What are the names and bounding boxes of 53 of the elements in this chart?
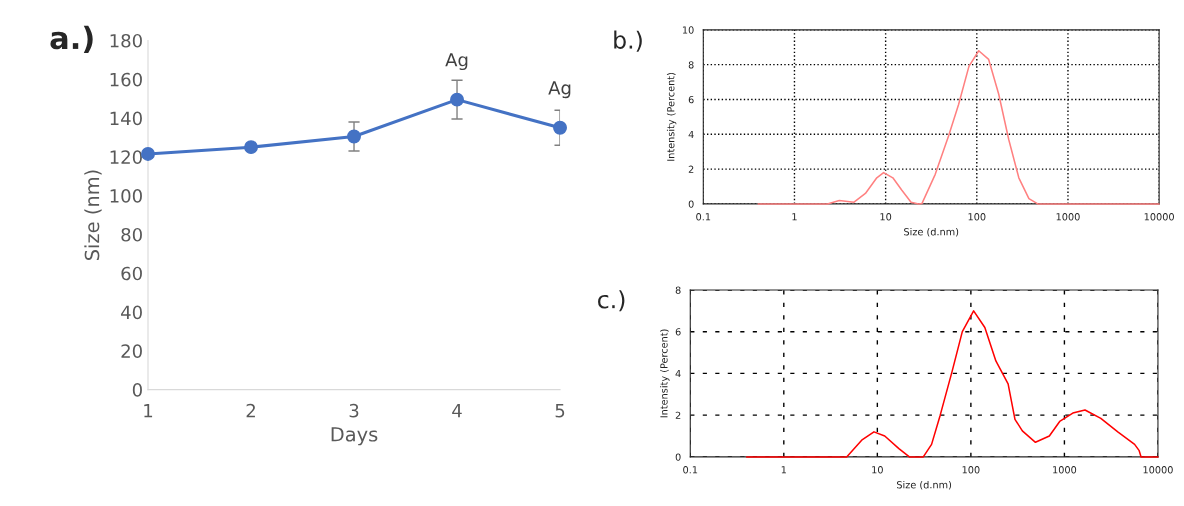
x-tick-label: 4 [452,404,462,418]
chart-title: c.) [598,290,625,312]
y-axis-title: Intensity (Percent) [666,72,677,161]
point [141,147,155,161]
annotation: Ag [445,53,468,71]
y-tick-label: 80 [121,227,142,242]
x-tick-label: 10000 [1143,466,1173,474]
y-tick-label: 20 [121,344,142,358]
y-tick-label: 6 [675,328,681,336]
y-axis-title: Size (nm) [84,170,102,261]
x-tick-label: 10 [880,213,892,221]
y-tick-label: 0 [132,383,142,397]
x-axis-title: Size (d.nm) [904,227,959,237]
annotation: Ag [548,81,571,99]
x-tick-label: 1 [792,213,797,221]
y-tick-label: 0 [688,200,694,208]
y-tick-label: 6 [688,95,694,104]
y-tick-label: 60 [121,266,142,281]
y-tick-label: 8 [675,286,681,294]
x-tick-label: 0.1 [696,213,711,221]
y-tick-label: 4 [675,370,681,378]
point [244,140,258,155]
y-tick-label: 8 [688,61,694,69]
y-axis-title: Intensity (Percent) [660,329,670,418]
x-tick-label: 3 [349,403,359,418]
x-tick-label: 100 [968,213,986,221]
x-tick-label: 5 [555,404,565,418]
x-tick-label: 2 [246,403,255,418]
x-tick-label: 10000 [1144,213,1174,221]
x-tick-label: 100 [962,466,980,474]
point [450,92,464,107]
y-tick-label: 4 [688,130,694,138]
x-tick-label: 1000 [1056,213,1080,221]
chart-title: a.) [50,25,93,53]
point [553,120,567,135]
y-tick-label: 140 [110,111,142,126]
y-tick-label: 180 [110,33,142,48]
y-tick-label: 2 [688,165,694,173]
y-tick-label: 100 [110,189,142,203]
x-tick-label: 0.1 [683,466,698,474]
point [347,129,361,144]
x-tick-label: 1000 [1053,466,1077,474]
y-tick-label: 120 [110,150,142,164]
x-tick-label: 10 [872,466,883,474]
x-tick-label: 1 [144,404,153,418]
x-tick-label: 1 [781,466,786,474]
x-axis-title: Size (d.nm) [896,480,952,490]
y-tick-label: 0 [675,453,681,461]
chart-title: b.) [614,30,642,52]
y-tick-label: 10 [682,26,694,34]
x-axis-title: Days [331,427,378,446]
y-tick-label: 40 [121,305,142,320]
y-tick-label: 160 [110,72,142,87]
